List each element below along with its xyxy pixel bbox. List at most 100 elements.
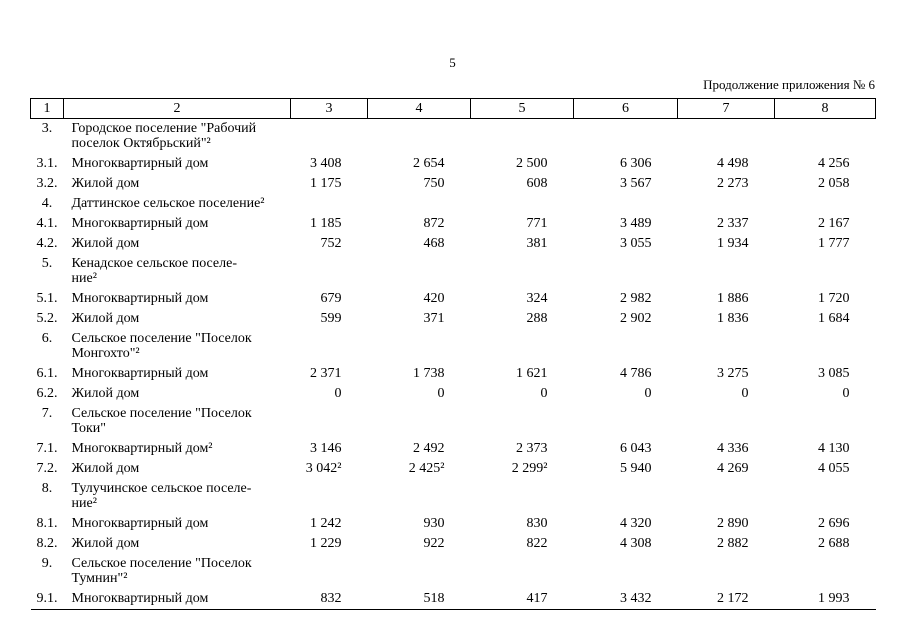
table-row: 4.2. Жилой дом 752 468 381 3 055 1 934 1 777: [31, 234, 876, 254]
row-value: [775, 479, 876, 514]
row-value: [678, 254, 775, 289]
table-row: 8. Тулучинское сельское поселе- ние²: [31, 479, 876, 514]
row-value: [291, 194, 368, 214]
row-value: 6 043: [620, 441, 652, 456]
row-value: [368, 119, 471, 155]
row-value: 4 130: [818, 441, 850, 456]
row-number: 7.1.: [36, 441, 58, 456]
row-name: Жилой дом: [71, 461, 140, 476]
table-row: 3.2. Жилой дом 1 175 750 608 3 567 2 273 2 058: [31, 174, 876, 194]
row-value: 1 993: [818, 591, 850, 606]
table-row: 7.1. Многоквартирный дом² 3 146 2 492 2 373 6…: [31, 439, 876, 459]
row-value: 2 688: [818, 536, 850, 551]
row-name: Жилой дом: [71, 236, 140, 251]
row-number: 7.: [41, 406, 53, 421]
table-row: 8.2. Жилой дом 1 229 922 822 4 308 2 882 2 688: [31, 534, 876, 554]
row-value: [775, 554, 876, 589]
row-name: Сельское поселение "Поселок Монгохто"²: [71, 331, 252, 361]
row-value: 3 085: [818, 366, 850, 381]
table-row: 3. Городское поселение "Рабочий поселок О…: [31, 119, 876, 155]
row-value: 599: [320, 311, 342, 326]
row-value: [291, 479, 368, 514]
row-number: 8.1.: [36, 516, 58, 531]
row-value: [291, 404, 368, 439]
row-value: [368, 194, 471, 214]
table-row: 6. Сельское поселение "Поселок Монгохто"²: [31, 329, 876, 364]
row-value: 771: [526, 216, 548, 231]
row-value: [291, 254, 368, 289]
table-row: 5.2. Жилой дом 599 371 288 2 902 1 836 1 684: [31, 309, 876, 329]
row-value: 288: [526, 311, 548, 326]
row-number: 5.: [41, 256, 53, 271]
row-value: 1 836: [717, 311, 749, 326]
row-number: 6.: [41, 331, 53, 346]
row-value: 1 684: [818, 311, 850, 326]
row-value: 518: [423, 591, 445, 606]
row-name: Многоквартирный дом: [71, 591, 209, 606]
row-value: 0: [741, 386, 749, 401]
table-row: 6.2. Жилой дом 0 0 0 0 0 0: [31, 384, 876, 404]
row-value: [775, 404, 876, 439]
row-value: 922: [423, 536, 445, 551]
row-value: 0: [334, 386, 342, 401]
column-header: 8: [774, 98, 876, 119]
row-value: 2 890: [717, 516, 749, 531]
row-value: 2 337: [717, 216, 749, 231]
row-name: Сельское поселение "Поселок Тумнин"²: [71, 556, 252, 586]
row-name: Многоквартирный дом: [71, 216, 209, 231]
row-value: 2 167: [818, 216, 850, 231]
row-value: 832: [320, 591, 342, 606]
row-value: 3 432: [620, 591, 652, 606]
row-value: 1 621: [516, 366, 548, 381]
column-header: 6: [573, 98, 678, 119]
table-row: 8.1. Многоквартирный дом 1 242 930 830 4 320 2…: [31, 514, 876, 534]
row-number: 3.: [41, 121, 53, 136]
column-header: 2: [63, 98, 291, 119]
row-value: [368, 479, 471, 514]
row-name: Многоквартирный дом: [71, 366, 209, 381]
row-value: [471, 479, 574, 514]
row-value: 2 371: [310, 366, 342, 381]
row-value: 2 299²: [511, 461, 548, 476]
column-header: 1: [30, 98, 64, 119]
row-value: [678, 119, 775, 155]
row-value: 3 042²: [305, 461, 342, 476]
row-value: [678, 554, 775, 589]
row-value: 2 982: [620, 291, 652, 306]
column-header: 4: [367, 98, 471, 119]
row-value: 0: [437, 386, 445, 401]
row-value: [775, 329, 876, 364]
row-value: 3 567: [620, 176, 652, 191]
row-value: [471, 329, 574, 364]
row-number: 6.1.: [36, 366, 58, 381]
table-row: 5. Кенадское сельское поселе- ние²: [31, 254, 876, 289]
row-value: 2 058: [818, 176, 850, 191]
row-value: [471, 404, 574, 439]
data-table: 1 2 3 4 5 6 7 8 3. Городское поселение "Р…: [30, 98, 876, 610]
row-value: 752: [320, 236, 342, 251]
row-value: [291, 119, 368, 155]
row-value: [775, 119, 876, 155]
row-value: 750: [423, 176, 445, 191]
row-value: 2 696: [818, 516, 850, 531]
row-value: 3 489: [620, 216, 652, 231]
row-name: Жилой дом: [71, 176, 140, 191]
row-value: 371: [423, 311, 445, 326]
table-header-row: 1 2 3 4 5 6 7 8: [30, 98, 876, 119]
row-value: [368, 404, 471, 439]
row-value: 4 256: [818, 156, 850, 171]
column-header: 5: [470, 98, 574, 119]
row-value: 1 777: [818, 236, 850, 251]
row-name: Многоквартирный дом²: [71, 441, 213, 456]
row-name: Кенадское сельское поселе- ние²: [71, 256, 238, 286]
page-number: 5: [449, 55, 456, 70]
row-name: Жилой дом: [71, 311, 140, 326]
row-value: [678, 329, 775, 364]
row-number: 5.1.: [36, 291, 58, 306]
row-number: 7.2.: [36, 461, 58, 476]
row-value: [368, 254, 471, 289]
row-value: [574, 404, 678, 439]
row-number: 5.2.: [36, 311, 58, 326]
row-number: 8.2.: [36, 536, 58, 551]
